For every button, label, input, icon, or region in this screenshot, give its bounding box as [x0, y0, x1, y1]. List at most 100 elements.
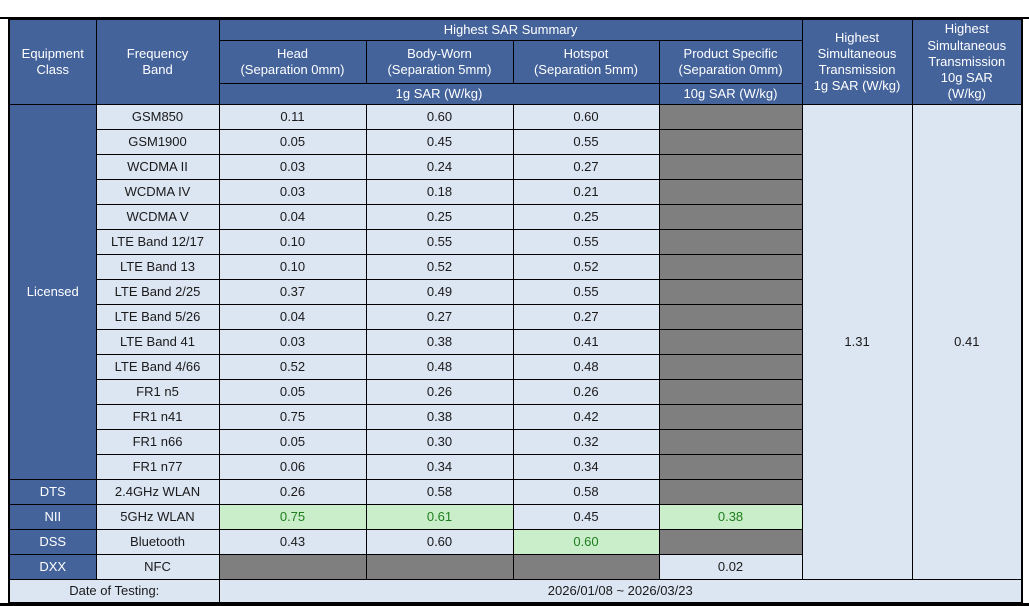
body-worn-sar-cell: 0.60 — [365, 104, 514, 130]
table-row: WCDMA IV 0.03 0.18 0.21 — [9, 179, 1022, 205]
body-worn-sar-cell: 0.27 — [365, 304, 514, 330]
hotspot-sar-cell: 0.55 — [512, 229, 660, 255]
simultaneous-1g-value: 1.31 — [801, 104, 913, 580]
table-row: LTE Band 12/17 0.10 0.55 0.55 — [9, 229, 1022, 255]
hotspot-sar-cell: 0.41 — [512, 329, 660, 355]
hotspot-sar-cell: 0.58 — [512, 479, 660, 505]
head-sar-cell: 0.05 — [218, 429, 367, 455]
header-10g-sar-unit: 10g SAR (W/kg) — [658, 83, 803, 105]
frequency-band-cell: GSM1900 — [95, 129, 220, 155]
product-specific-sar-cell — [658, 254, 803, 280]
body-worn-sar-cell: 0.49 — [365, 279, 514, 305]
hotspot-sar-cell: 0.32 — [512, 429, 660, 455]
body-worn-sar-cell: 0.30 — [365, 429, 514, 455]
product-specific-sar-cell — [658, 454, 803, 480]
product-specific-sar-cell — [658, 354, 803, 380]
frequency-band-cell: NFC — [95, 554, 220, 580]
hotspot-sar-cell: 0.34 — [512, 454, 660, 480]
header-row-1: Equipment Class Frequency Band Highest S… — [8, 19, 1023, 105]
header-hotspot-column: Hotspot (Separation 5mm) — [512, 40, 660, 84]
simultaneous-10g-value: 0.41 — [911, 104, 1023, 580]
table-row: Licensed GSM850 0.11 0.60 0.60 1.31 0.41 — [8, 104, 1023, 580]
sar-summary-table: Equipment Class Frequency Band Highest S… — [8, 19, 1024, 603]
hotspot-sar-cell: 0.60 — [512, 529, 660, 555]
frequency-band-cell: LTE Band 13 — [95, 254, 220, 280]
head-sar-cell — [218, 554, 367, 580]
head-sar-cell: 0.37 — [218, 279, 367, 305]
head-sar-cell: 0.10 — [218, 254, 367, 280]
product-specific-sar-cell: 0.38 — [658, 504, 803, 530]
product-specific-sar-cell — [658, 229, 803, 255]
body-worn-sar-cell: 0.38 — [365, 329, 514, 355]
head-sar-cell: 0.04 — [218, 204, 367, 230]
equipment-class-cell: Licensed — [8, 104, 97, 480]
head-sar-cell: 0.10 — [218, 229, 367, 255]
hotspot-sar-cell: 0.55 — [512, 279, 660, 305]
frequency-band-cell: FR1 n66 — [95, 429, 220, 455]
head-sar-cell: 0.06 — [218, 454, 367, 480]
product-specific-sar-cell — [658, 154, 803, 180]
body-worn-sar-cell: 0.18 — [365, 179, 514, 205]
table-row: NII 5GHz WLAN 0.75 0.61 0.45 0.38 — [8, 504, 1022, 530]
head-sar-cell: 0.11 — [218, 104, 367, 130]
body-worn-sar-cell: 0.58 — [365, 479, 514, 505]
header-simultaneous-transmission-1g: Highest Simultaneous Transmission 1g SAR… — [801, 19, 913, 105]
frequency-band-cell: FR1 n5 — [95, 379, 220, 405]
header-frequency-band: Frequency Band — [95, 19, 220, 105]
frequency-band-cell: 5GHz WLAN — [95, 504, 220, 530]
hotspot-sar-cell: 0.52 — [512, 254, 660, 280]
hotspot-sar-cell: 0.60 — [512, 104, 660, 130]
product-specific-sar-cell — [658, 529, 803, 555]
table-row: LTE Band 2/25 0.37 0.49 0.55 — [9, 279, 1022, 305]
body-worn-sar-cell: 0.38 — [365, 404, 514, 430]
body-worn-sar-cell: 0.26 — [365, 379, 514, 405]
product-specific-sar-cell — [658, 104, 803, 130]
hotspot-sar-cell: 0.27 — [512, 154, 660, 180]
table-row: DSS Bluetooth 0.43 0.60 0.60 — [8, 529, 1022, 555]
frequency-band-cell: FR1 n41 — [95, 404, 220, 430]
body-worn-sar-cell: 0.48 — [365, 354, 514, 380]
body-worn-sar-cell: 0.25 — [365, 204, 514, 230]
head-sar-cell: 0.43 — [218, 529, 367, 555]
frequency-band-cell: FR1 n77 — [95, 454, 220, 480]
table-header: Equipment Class Frequency Band Highest S… — [8, 19, 1023, 105]
body-worn-sar-cell: 0.60 — [365, 529, 514, 555]
table-body: Licensed GSM850 0.11 0.60 0.60 1.31 0.41 GSM190… — [8, 104, 1023, 580]
product-specific-sar-cell — [658, 179, 803, 205]
table-row: WCDMA II 0.03 0.24 0.27 — [9, 154, 1022, 180]
frequency-band-cell: GSM850 — [95, 104, 220, 130]
hotspot-sar-cell: 0.21 — [512, 179, 660, 205]
head-sar-cell: 0.75 — [218, 504, 367, 530]
head-sar-cell: 0.05 — [218, 379, 367, 405]
head-sar-cell: 0.03 — [218, 329, 367, 355]
frequency-band-cell: LTE Band 12/17 — [95, 229, 220, 255]
body-worn-sar-cell: 0.34 — [365, 454, 514, 480]
head-sar-cell: 0.03 — [218, 179, 367, 205]
header-product-specific-column: Product Specific (Separation 0mm) — [658, 40, 803, 84]
product-specific-sar-cell — [658, 429, 803, 455]
hotspot-sar-cell: 0.45 — [512, 504, 660, 530]
head-sar-cell: 0.03 — [218, 154, 367, 180]
product-specific-sar-cell — [658, 329, 803, 355]
head-sar-cell: 0.04 — [218, 304, 367, 330]
frequency-band-cell: LTE Band 5/26 — [95, 304, 220, 330]
header-equipment-class: Equipment Class — [8, 19, 97, 105]
frequency-band-cell: LTE Band 2/25 — [95, 279, 220, 305]
product-specific-sar-cell: 0.02 — [658, 554, 803, 580]
hotspot-sar-cell: 0.27 — [512, 304, 660, 330]
header-simultaneous-transmission-10g: Highest Simultaneous Transmission 10g SA… — [911, 19, 1023, 105]
table-row: GSM1900 0.05 0.45 0.55 — [9, 129, 1022, 155]
date-of-testing-label: Date of Testing: — [8, 579, 220, 603]
table-row: FR1 n66 0.05 0.30 0.32 — [9, 429, 1022, 455]
hotspot-sar-cell: 0.55 — [512, 129, 660, 155]
product-specific-sar-cell — [658, 479, 803, 505]
body-worn-sar-cell: 0.45 — [365, 129, 514, 155]
header-row-2: Head (Separation 0mm) Body-Worn (Separat… — [9, 40, 1022, 84]
table-row: LTE Band 4/66 0.52 0.48 0.48 — [9, 354, 1022, 380]
hotspot-sar-cell: 0.26 — [512, 379, 660, 405]
product-specific-sar-cell — [658, 129, 803, 155]
equipment-class-cell: NII — [8, 504, 97, 530]
table-row: LTE Band 41 0.03 0.38 0.41 — [9, 329, 1022, 355]
table-row: FR1 n77 0.06 0.34 0.34 — [9, 454, 1022, 480]
